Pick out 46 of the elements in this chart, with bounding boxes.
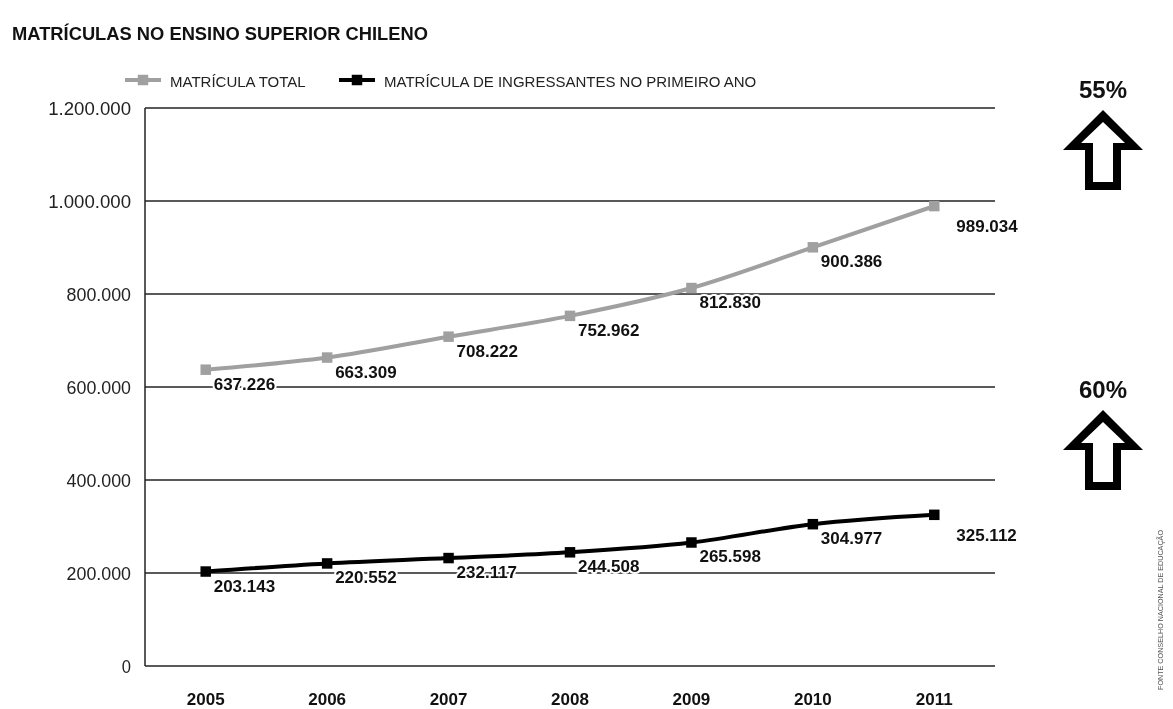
y-tick-label: 600.000 [66,377,136,398]
x-tick-label: 2011 [915,690,953,709]
data-label: 304.977 [820,529,883,549]
point [564,310,576,322]
data-label: 265.598 [699,547,761,567]
point [200,566,211,577]
data-label: 244.508 [578,557,640,577]
x-tick-label: 2008 [551,690,589,709]
data-label: 900.386 [820,252,883,272]
text: 55% [1078,76,1128,103]
point [200,364,211,375]
point [686,537,697,548]
chart-title: MATRÍCULAS NO ENSINO SUPERIOR CHILENO [12,23,444,44]
y-tick-label: 1.000.000 [48,191,133,212]
point [321,352,333,363]
x-tick-label: 2010 [793,690,832,709]
point [807,242,819,253]
point [321,558,333,569]
point [807,518,819,530]
data-label: 663.309 [335,362,397,382]
point [443,552,454,564]
point [929,200,940,212]
x-tick-label: 2007 [429,690,468,709]
y-tick-label: 1.200.000 [48,98,133,119]
x-tick-label: 2006 [308,690,347,709]
point [686,282,697,294]
text: 60% [1078,376,1128,403]
data-label: 203.143 [213,576,276,596]
x-tick-label: 2005 [186,690,225,709]
source-note: FONTE CONSELHO NACIONAL DE EDUCAÇÃO [1156,512,1165,690]
legend-label: MATRÍCULA DE INGRESSANTES NO PRIMEIRO ANO [384,73,757,90]
x-tick-label: 2009 [672,690,711,709]
data-label: 812.830 [699,293,761,313]
point [564,547,576,558]
y-tick-label: 200.000 [66,563,136,584]
data-label: 752.962 [578,320,640,340]
data-label: 220.552 [335,568,397,588]
data-label: 325.112 [956,525,1017,545]
point [929,509,940,521]
point [443,331,454,342]
data-label: 989.034 [956,217,1019,237]
y-tick-label: 800.000 [66,284,136,305]
y-tick-label: 0 [121,656,133,677]
y-tick-label: 400.000 [66,470,136,491]
legend-label: MATRÍCULA TOTAL [170,73,306,90]
data-label: 708.222 [456,341,519,361]
